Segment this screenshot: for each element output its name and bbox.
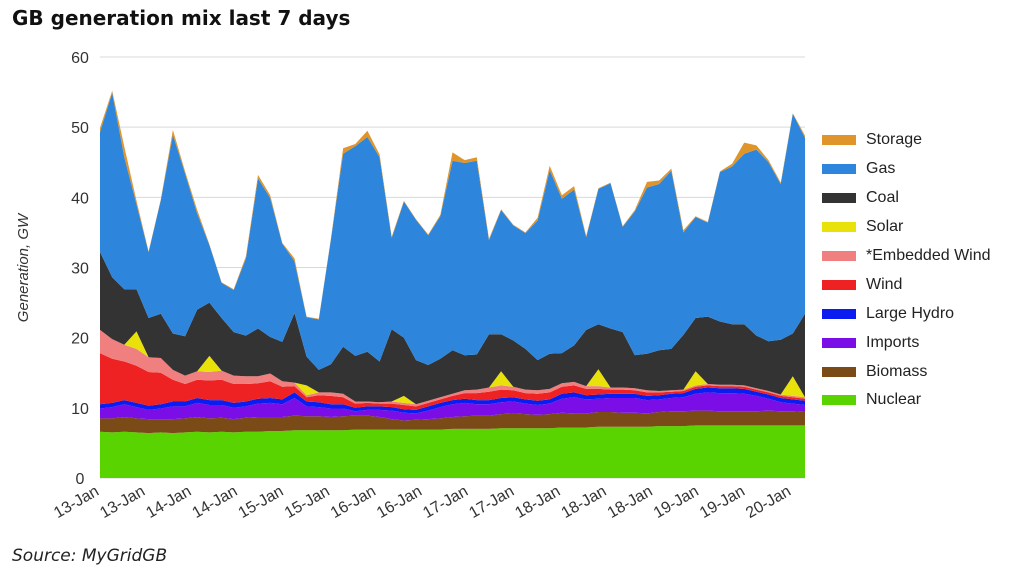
legend-item: Gas [822, 155, 991, 184]
legend-label: Gas [866, 160, 896, 178]
legend-swatch [822, 193, 856, 204]
legend-swatch [822, 164, 856, 175]
x-tick-label: 16-Jan [328, 483, 379, 522]
legend-swatch [822, 222, 856, 233]
legend-item: Large Hydro [822, 299, 991, 328]
legend-label: Storage [866, 131, 923, 149]
x-tick-label: 20-Jan [743, 483, 794, 522]
x-tick-label: 13-Jan [97, 483, 148, 522]
legend-swatch [822, 337, 856, 348]
source-note: Source: MyGridGB [12, 546, 168, 566]
area-wind [100, 353, 805, 410]
y-tick-label: 0 [76, 471, 85, 488]
legend-label: Biomass [866, 362, 928, 380]
legend-item: Wind [822, 270, 991, 299]
legend-swatch [822, 251, 856, 261]
legend-label: Nuclear [866, 391, 922, 409]
legend: Storage Gas Coal Solar *Embedded Wind Wind Lar… [822, 126, 991, 415]
legend-label: Coal [866, 189, 899, 207]
x-tick-label: 18-Jan [559, 483, 610, 522]
y-tick-label: 40 [71, 190, 89, 207]
legend-swatch [822, 308, 856, 319]
y-tick-label: 60 [71, 50, 89, 67]
y-tick-label: 10 [71, 401, 89, 418]
x-tick-label: 18-Jan [512, 483, 563, 522]
y-tick-label: 50 [71, 120, 89, 137]
area-imports [100, 392, 805, 421]
area-nuclear [100, 425, 805, 478]
chart-title: GB generation mix last 7 days [12, 6, 351, 30]
legend-swatch [822, 395, 856, 406]
y-axis-label: Generation, GW [15, 212, 32, 322]
legend-item: *Embedded Wind [822, 242, 991, 271]
x-tick-label: 19-Jan [697, 483, 748, 522]
x-tick-label: 17-Jan [420, 483, 471, 522]
legend-item: Coal [822, 184, 991, 213]
legend-swatch [822, 135, 856, 146]
legend-item: Biomass [822, 357, 991, 386]
legend-item: Storage [822, 126, 991, 155]
legend-label: *Embedded Wind [866, 247, 991, 264]
y-tick-label: 30 [71, 261, 89, 278]
legend-label: Large Hydro [866, 304, 955, 322]
legend-label: Solar [866, 218, 904, 236]
area-coal [100, 252, 805, 405]
legend-label: Wind [866, 275, 903, 293]
legend-swatch [822, 366, 856, 377]
x-tick-label: 14-Jan [190, 483, 241, 522]
x-tick-label: 13-Jan [51, 483, 102, 522]
area-biomass [100, 410, 805, 434]
x-tick-label: 19-Jan [651, 483, 702, 522]
legend-swatch [822, 279, 856, 290]
y-tick-label: 20 [71, 331, 89, 348]
x-tick-label: 17-Jan [466, 483, 517, 522]
x-tick-label: 15-Jan [236, 483, 287, 522]
legend-item: Solar [822, 213, 991, 242]
x-tick-labels: 13-Jan13-Jan14-Jan14-Jan15-Jan15-Jan16-J… [51, 483, 794, 522]
x-tick-label: 16-Jan [374, 483, 425, 522]
area-gas [100, 92, 805, 370]
area-large-hydro [100, 387, 805, 414]
legend-item: Imports [822, 328, 991, 357]
x-tick-label: 18-Jan [605, 483, 656, 522]
legend-label: Imports [866, 333, 920, 351]
stacked-areas [100, 90, 805, 478]
x-tick-label: 14-Jan [143, 483, 194, 522]
legend-item: Nuclear [822, 386, 991, 415]
x-tick-label: 15-Jan [282, 483, 333, 522]
y-tick-labels: 0 10 20 30 40 50 60 [71, 50, 89, 488]
